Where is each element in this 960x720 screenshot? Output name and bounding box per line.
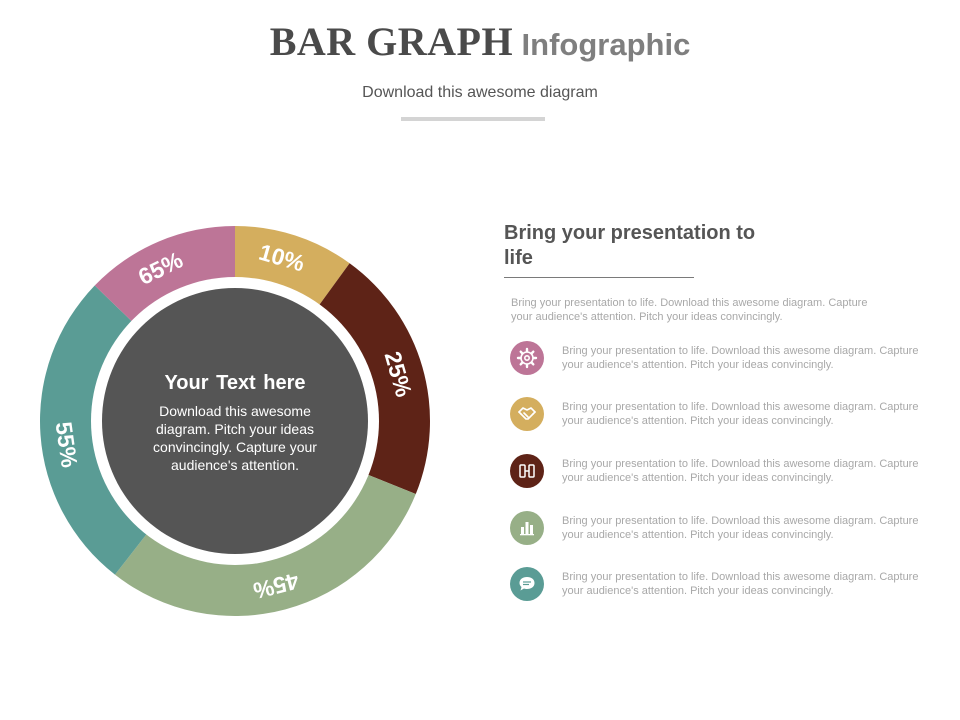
list-item-text: Bring your presentation to life. Downloa… (562, 345, 919, 371)
title-divider (401, 117, 545, 121)
list-item-chat-bubble: Bring your presentation to life. Downloa… (510, 567, 930, 603)
bar-chart-icon (510, 511, 544, 545)
list-item-text: Bring your presentation to life. Downloa… (562, 571, 919, 597)
donut-center-disc (102, 288, 368, 554)
center-title: Your Text here (164, 372, 306, 394)
page-subtitle: Download this awesome diagram (362, 84, 598, 101)
list-item-text: Bring your presentation to life. Downloa… (562, 458, 919, 484)
donut-segment (235, 226, 350, 306)
donut-segment (114, 474, 416, 617)
list-item-handshake: Bring your presentation to life. Downloa… (510, 397, 930, 433)
list-item-gear: Bring your presentation to life. Downloa… (510, 341, 930, 377)
title-sub: Infographic (521, 27, 691, 62)
chat-bubble-icon (510, 567, 544, 601)
list-item-devices: Bring your presentation to life. Downloa… (510, 454, 930, 490)
panel-heading: Bring your presentation to life (504, 222, 756, 269)
devices-icon (510, 454, 544, 488)
panel-divider (504, 277, 694, 278)
list-item-text: Bring your presentation to life. Downloa… (562, 401, 919, 427)
page-title: BAR GRAPH Infographic (0, 18, 960, 65)
donut-segment (94, 226, 236, 322)
center-body: Download this awesome diagram. Pitch you… (153, 403, 317, 473)
title-main: BAR GRAPH (269, 19, 514, 64)
handshake-icon (510, 397, 544, 431)
donut-segment (40, 285, 147, 575)
list-item-text: Bring your presentation to life. Downloa… (562, 515, 919, 541)
gear-icon (510, 341, 544, 375)
panel-intro: Bring your presentation to life. Downloa… (511, 297, 868, 323)
list-item-bar-chart: Bring your presentation to life. Downloa… (510, 511, 930, 547)
donut-segment (319, 263, 430, 495)
donut-segment-label: 55% (51, 420, 83, 469)
